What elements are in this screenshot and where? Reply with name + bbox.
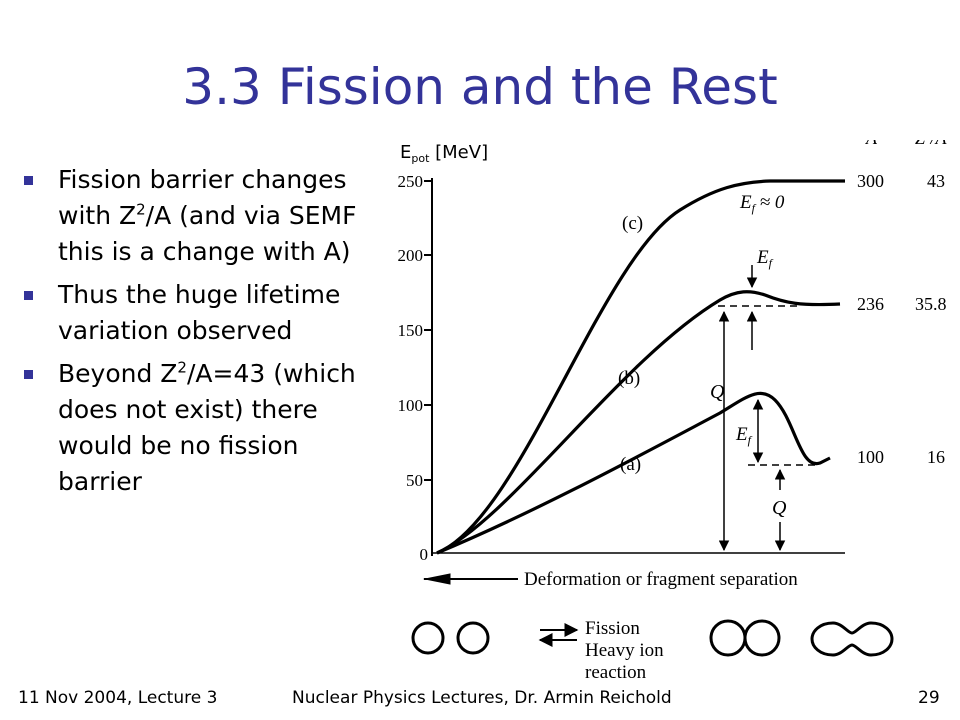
ef-label-a: Ef [735, 424, 753, 447]
curve-c [436, 179, 845, 555]
row-a-value: 236 [857, 294, 884, 314]
bullet-list: Fission barrier changes with Z2/A (and v… [20, 162, 390, 507]
y-tick-label: 200 [398, 246, 424, 265]
touching-circle [743, 619, 781, 657]
legend-reaction: reaction [585, 662, 647, 683]
bullet-item: Fission barrier changes with Z2/A (and v… [20, 162, 390, 270]
curve-label-a: (a) [620, 454, 641, 475]
y-tick-label: 50 [406, 471, 423, 490]
slide-title: 3.3 Fission and the Rest [182, 58, 778, 116]
curve-b [436, 290, 841, 555]
row-z2a-value: 43 [927, 171, 945, 191]
column-header-z2a: Z2/A [915, 140, 948, 148]
fragment-circle [456, 621, 490, 655]
y-ticks [424, 180, 432, 481]
y-tick-label: 100 [398, 396, 424, 415]
deformed-nucleus [810, 621, 894, 657]
y-axis-label: Epot [MeV] [400, 142, 488, 165]
q-label-b: Q [710, 381, 725, 403]
row-z2a-value: 35.8 [915, 294, 947, 314]
ef-approx-zero-label: Ef ≈ 0 [739, 192, 785, 215]
curve-label-c: (c) [622, 213, 643, 234]
row-a-value: 300 [857, 171, 884, 191]
bullet-item: Beyond Z2/A=43 (which does not exist) th… [20, 356, 390, 500]
bullet-square-icon [24, 370, 33, 379]
column-header-a: A [865, 140, 878, 148]
y-tick-label: 150 [398, 321, 424, 340]
fragment-circle [411, 621, 445, 655]
ef-label-b: Ef [756, 247, 774, 270]
bullet-item: Thus the huge lifetime variation observe… [20, 277, 390, 349]
footer-date: 11 Nov 2004, Lecture 3 [18, 688, 218, 708]
curve-label-b: (b) [618, 368, 640, 389]
y-tick-label: 250 [398, 172, 424, 191]
legend-fission: Fission [585, 618, 640, 639]
bullet-square-icon [24, 291, 33, 300]
footer-center: Nuclear Physics Lectures, Dr. Armin Reic… [292, 688, 672, 708]
x-axis-label: Deformation or fragment separation [524, 569, 798, 590]
touching-circle [709, 619, 747, 657]
row-z2a-value: 16 [927, 447, 945, 467]
y-tick-label: 0 [420, 545, 429, 564]
legend-heavy-ion: Heavy ion [585, 640, 664, 661]
fission-barrier-figure: Epot [MeV] A Z2/A 250 200 150 100 50 0 Q… [398, 140, 948, 683]
page-number: 29 [918, 688, 940, 708]
bullet-square-icon [24, 176, 33, 185]
q-label-a: Q [772, 497, 787, 519]
row-a-value: 100 [857, 447, 884, 467]
